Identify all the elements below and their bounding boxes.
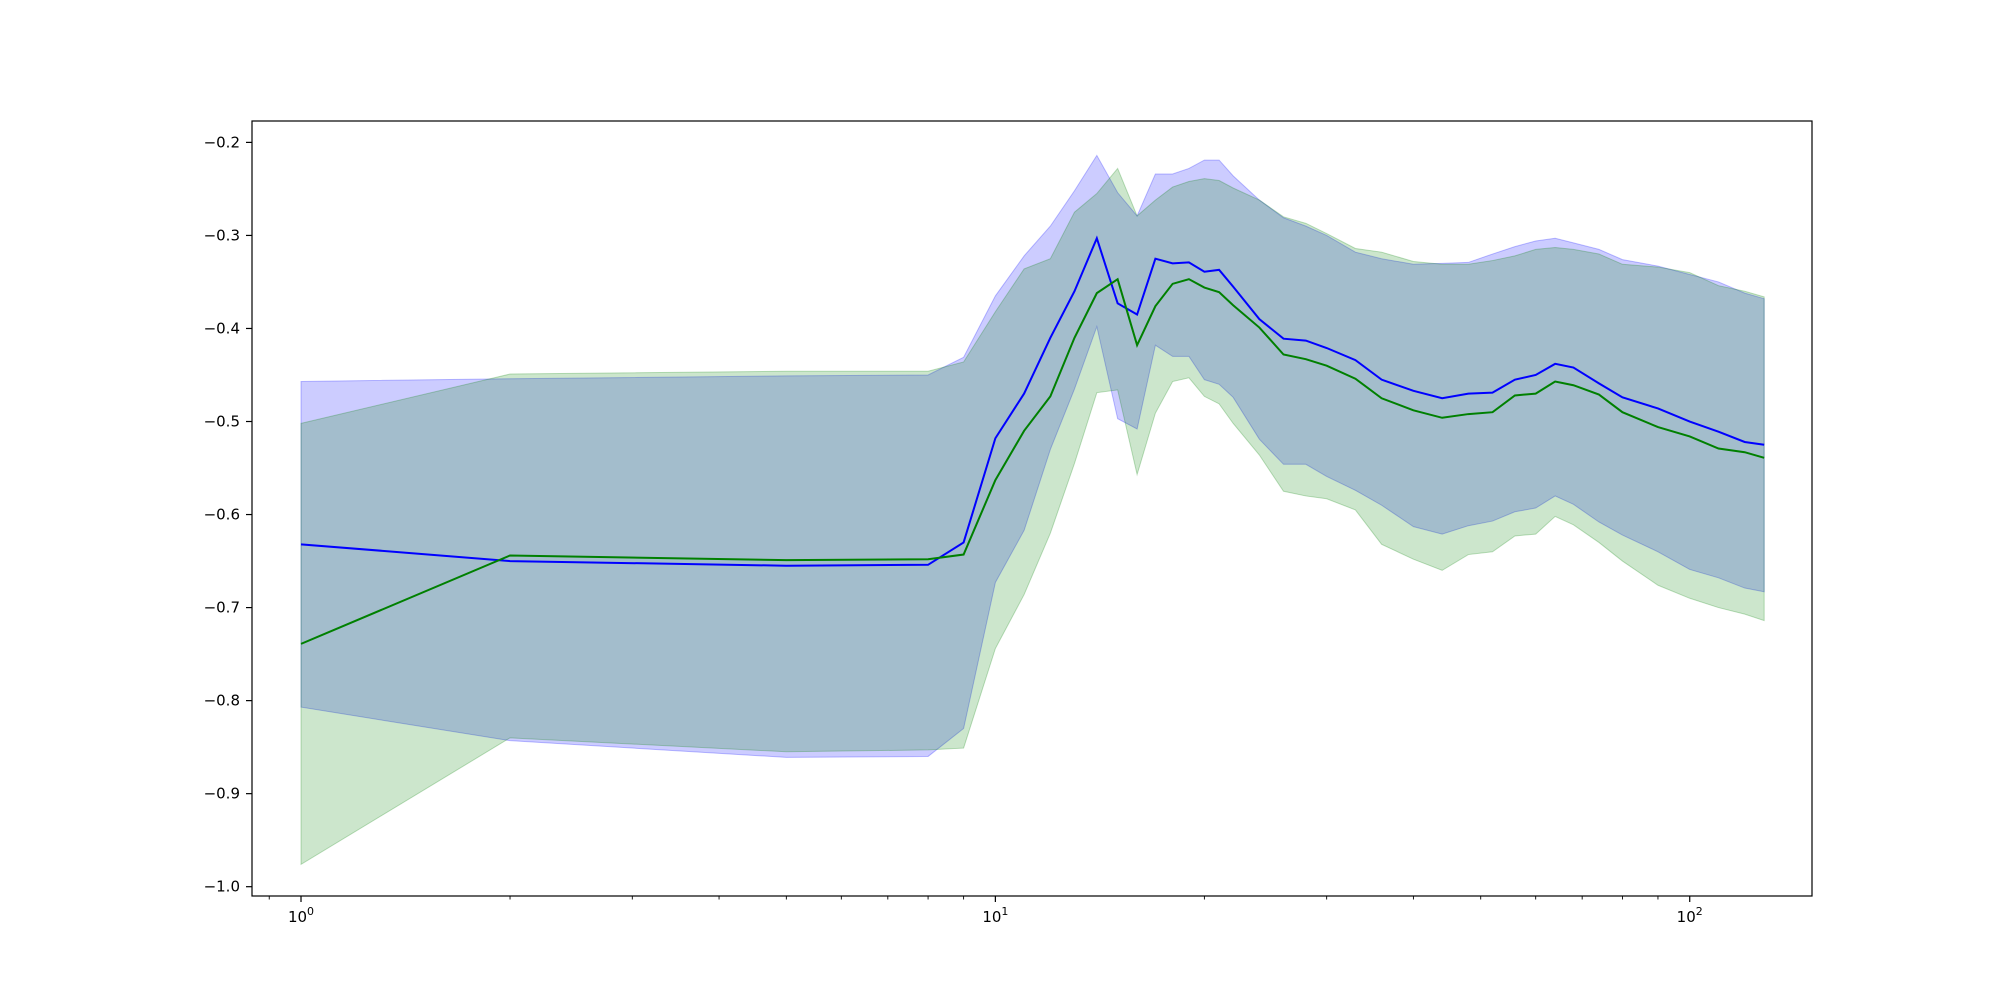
series-lines (300, 235, 1765, 645)
x-tick-exponent: 0 (307, 905, 314, 918)
y-tick-label: −1.0 (204, 878, 240, 896)
series-1-band (300, 154, 1765, 758)
y-axis: −0.2 −0.3 −0.4 −0.5 −0.6 −0.7 −0.8 −0.9 −1.0 (204, 133, 252, 896)
y-tick-label: −0.3 (204, 226, 240, 244)
y-tick-label: −0.4 (204, 319, 240, 337)
y-tick-label: −0.5 (204, 413, 240, 431)
series-1-line (300, 235, 1765, 567)
x-tick-exponent: 1 (1001, 905, 1008, 918)
series-2-band (300, 167, 1765, 866)
y-tick-label: −0.9 (204, 785, 240, 803)
x-tick-exponent: 2 (1696, 905, 1703, 918)
series-2-line (300, 277, 1765, 645)
y-tick-label: −0.7 (204, 599, 240, 617)
y-tick-label: −0.8 (204, 692, 240, 710)
confidence-bands (300, 154, 1765, 866)
y-tick-label: −0.6 (204, 506, 240, 524)
plot-area-frame (251, 120, 1813, 897)
y-tick-label: −0.2 (204, 133, 240, 151)
